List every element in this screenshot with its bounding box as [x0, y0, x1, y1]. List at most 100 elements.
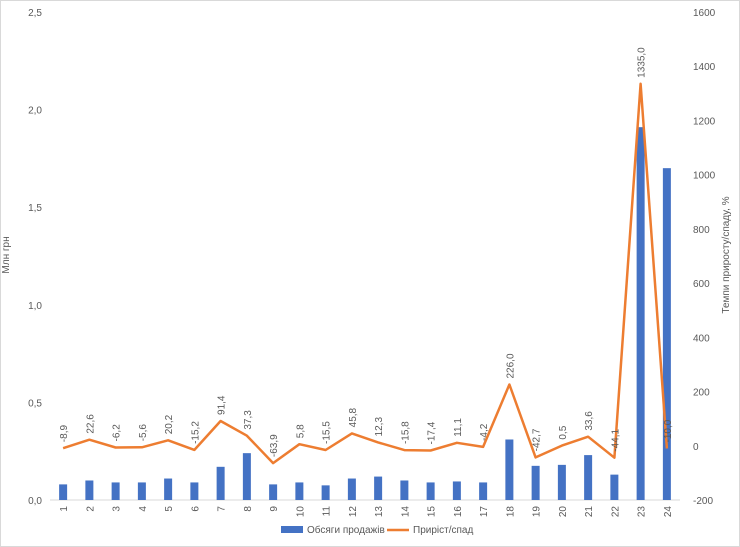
x-tick-label: 12 — [348, 506, 359, 518]
bar-10 — [295, 482, 304, 500]
data-label-2: 22,6 — [85, 414, 96, 434]
data-label-24: -10,0 — [663, 419, 674, 442]
data-label-1: -8,9 — [59, 425, 70, 443]
growth-line — [62, 82, 669, 465]
bar-22 — [610, 474, 619, 500]
bar-series — [59, 127, 671, 500]
bar-3 — [111, 482, 120, 500]
left-tick-label: 0,0 — [28, 496, 42, 507]
data-labels: -8,9 22,6 -6,2 -5,6 20,2 -15,2 91,4 37,3 -63,9 5,… — [59, 47, 674, 457]
data-label-19: -42,7 — [532, 428, 543, 451]
data-label-17: -4,2 — [479, 423, 490, 441]
x-axis: 1 2 3 4 5 6 7 8 9 10 11 12 13 14 15 16 17 18 19 20 21 22 23 24 — [59, 506, 674, 518]
bar-15 — [426, 482, 435, 500]
data-label-16: 11,1 — [453, 418, 464, 437]
right-tick-label: -200 — [693, 496, 713, 507]
data-label-21: 33,6 — [584, 411, 595, 431]
data-label-23: 1335,0 — [637, 47, 648, 78]
data-label-3: -6,2 — [112, 424, 123, 442]
right-tick-label: 1000 — [693, 171, 716, 182]
right-axis-title: Темпи приросту/спаду, % — [721, 196, 732, 313]
x-tick-label: 13 — [374, 506, 385, 518]
left-axis-title: Млн грн — [1, 236, 12, 273]
bar-4 — [137, 482, 146, 500]
data-label-11: -15,5 — [322, 421, 333, 444]
x-tick-label: 18 — [505, 506, 516, 518]
bar-18 — [505, 439, 514, 500]
right-axis: -200 0 200 400 600 800 1000 1200 1400 1600 — [693, 8, 716, 507]
line-series — [62, 82, 669, 465]
bar-23 — [636, 127, 645, 500]
x-tick-label: 23 — [637, 506, 648, 518]
data-label-8: 37,3 — [243, 410, 254, 430]
bar-24 — [662, 168, 671, 500]
x-tick-label: 9 — [269, 506, 280, 512]
bar-7 — [216, 466, 225, 500]
x-tick-label: 8 — [243, 506, 254, 512]
data-label-6: -15,2 — [190, 421, 201, 444]
bar-12 — [347, 478, 356, 500]
data-label-12: 45,8 — [348, 407, 359, 427]
x-tick-label: 3 — [112, 506, 123, 512]
x-tick-label: 2 — [85, 506, 96, 512]
x-tick-label: 5 — [164, 506, 175, 512]
left-tick-label: 2,5 — [28, 8, 42, 19]
left-tick-label: 0,5 — [28, 398, 42, 409]
bar-9 — [269, 484, 278, 500]
x-tick-label: 1 — [59, 506, 70, 512]
bar-2 — [85, 480, 94, 500]
x-tick-label: 20 — [558, 506, 569, 518]
data-label-10: 5,8 — [295, 424, 306, 438]
bar-16 — [452, 481, 461, 500]
bar-6 — [190, 482, 199, 500]
x-tick-label: 7 — [217, 506, 228, 512]
bar-21 — [584, 455, 593, 500]
x-tick-label: 14 — [400, 506, 411, 518]
legend-bar-label: Обсяги продажів — [307, 524, 385, 536]
x-tick-label: 15 — [427, 506, 438, 518]
bar-13 — [374, 476, 383, 500]
x-tick-label: 16 — [453, 506, 464, 518]
x-tick-label: 17 — [479, 506, 490, 518]
x-tick-label: 10 — [295, 506, 306, 518]
data-label-4: -5,6 — [138, 424, 149, 442]
data-label-7: 91,4 — [217, 395, 228, 415]
legend: Обсяги продажів Приріст/спад — [281, 524, 473, 536]
x-tick-label: 4 — [138, 506, 149, 512]
data-label-20: 0,5 — [558, 425, 569, 439]
data-label-5: 20,2 — [164, 414, 175, 434]
right-tick-label: 0 — [693, 442, 699, 453]
left-tick-label: 1,5 — [28, 203, 42, 214]
left-tick-label: 2,0 — [28, 106, 42, 117]
x-tick-label: 22 — [610, 506, 621, 518]
right-tick-label: 600 — [693, 279, 710, 290]
left-tick-label: 1,0 — [28, 301, 42, 312]
legend-line-label: Приріст/спад — [413, 525, 473, 536]
bar-1 — [59, 484, 68, 500]
bar-17 — [479, 482, 488, 500]
right-tick-label: 800 — [693, 225, 710, 236]
left-axis: 0,0 0,5 1,0 1,5 2,0 2,5 — [28, 8, 42, 507]
data-label-9: -63,9 — [269, 434, 280, 457]
data-label-18: 226,0 — [505, 353, 516, 378]
data-label-14: -15,8 — [400, 421, 411, 444]
x-tick-label: 19 — [532, 506, 543, 518]
x-tick-label: 21 — [584, 506, 595, 518]
bar-11 — [321, 485, 330, 500]
data-label-13: 12,3 — [374, 417, 385, 437]
data-label-15: -17,4 — [427, 421, 438, 444]
bar-19 — [531, 465, 540, 500]
bar-14 — [400, 480, 409, 500]
bar-8 — [242, 453, 251, 500]
bar-20 — [557, 464, 566, 500]
right-tick-label: 1200 — [693, 116, 716, 127]
right-tick-label: 1400 — [693, 62, 716, 73]
legend-bar-swatch — [281, 526, 303, 533]
right-tick-label: 200 — [693, 388, 710, 399]
x-tick-label: 11 — [322, 506, 333, 517]
x-tick-label: 24 — [663, 506, 674, 518]
right-tick-label: 1600 — [693, 8, 716, 19]
bar-5 — [164, 478, 173, 500]
